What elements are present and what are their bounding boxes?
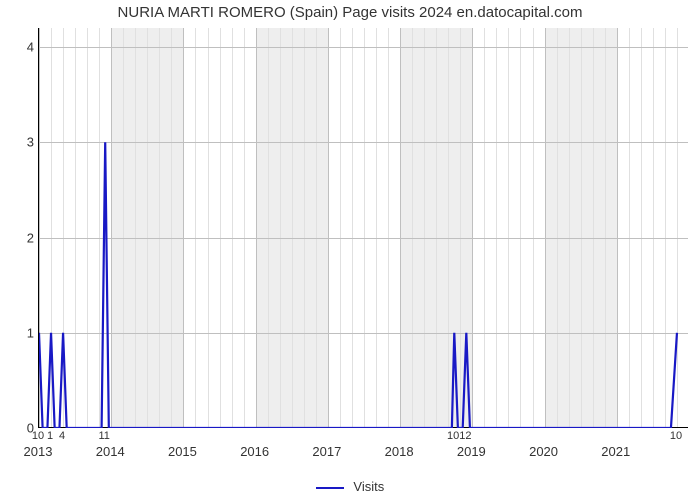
x-year-label: 2017 (312, 444, 341, 459)
legend: Visits (0, 479, 700, 494)
x-year-label: 2018 (385, 444, 414, 459)
x-year-label: 2021 (601, 444, 630, 459)
x-minor-label: 10 (32, 430, 44, 442)
y-tick-label: 3 (0, 135, 34, 150)
x-year-label: 2020 (529, 444, 558, 459)
series-line (39, 142, 677, 428)
x-year-label: 2014 (96, 444, 125, 459)
y-tick-label: 1 (0, 325, 34, 340)
plot-area (38, 28, 688, 428)
y-tick-label: 4 (0, 40, 34, 55)
y-tick-label: 0 (0, 421, 34, 436)
x-year-label: 2013 (24, 444, 53, 459)
x-minor-label: 1 (47, 430, 53, 442)
x-year-label: 2016 (240, 444, 269, 459)
chart-container: NURIA MARTI ROMERO (Spain) Page visits 2… (0, 0, 700, 500)
x-year-label: 2019 (457, 444, 486, 459)
legend-swatch (316, 487, 344, 489)
x-year-label: 2015 (168, 444, 197, 459)
series-svg (39, 28, 689, 428)
chart-title: NURIA MARTI ROMERO (Spain) Page visits 2… (0, 4, 700, 21)
y-tick-label: 2 (0, 230, 34, 245)
x-minor-label: 4 (59, 430, 65, 442)
x-minor-label: 10 (670, 430, 682, 442)
x-minor-label: 1012 (447, 430, 471, 442)
x-minor-label: 11 (98, 430, 109, 442)
legend-label: Visits (353, 479, 384, 494)
